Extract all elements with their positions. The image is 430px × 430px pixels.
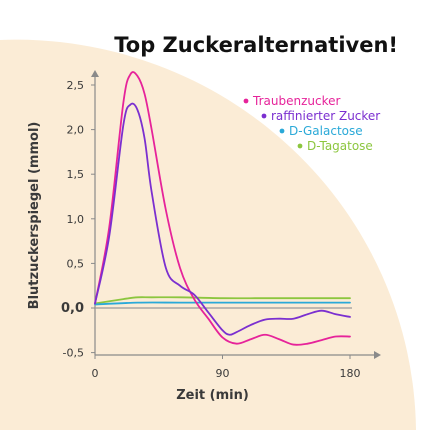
legend-label: D-Tagatose <box>307 139 373 153</box>
y-axis-arrow <box>91 70 99 77</box>
x-tick-label: 180 <box>340 367 361 380</box>
series-lines <box>94 71 351 346</box>
legend-label: D-Galactose <box>289 124 363 138</box>
series-line-d-galactose <box>94 301 351 306</box>
y-tick-label: 0,5 <box>67 257 85 270</box>
x-axis-label: Zeit (min) <box>176 388 249 403</box>
x-tick-label: 0 <box>92 367 99 380</box>
x-axis-arrow <box>374 351 381 359</box>
legend-label: Traubenzucker <box>252 94 340 108</box>
x-ticks: 0 90 180 <box>92 355 361 380</box>
legend-marker <box>297 143 303 149</box>
legend-marker <box>279 128 285 134</box>
x-tick-label: 90 <box>216 367 230 380</box>
background-quarter-circle <box>0 39 416 430</box>
y-tick-label: 1,0 <box>67 213 85 226</box>
chart-title: Top Zuckeralternativen! <box>114 33 398 57</box>
y-tick-label: 2,0 <box>67 124 85 137</box>
series-line-d-tagatose <box>94 296 351 305</box>
legend-label: raffinierter Zucker <box>271 109 380 123</box>
legend-marker <box>261 113 267 119</box>
series-line-raffinierter-zucker <box>94 102 351 336</box>
y-tick-label: 1,5 <box>67 168 85 181</box>
y-axis-label: Blutzuckerspiegel (mmol) <box>27 122 42 310</box>
y-tick-label: -0,5 <box>63 347 84 360</box>
y-tick-label: 0,0 <box>61 301 84 316</box>
y-ticks: -0,5 0,0 0,5 1,0 1,5 2,0 2,5 <box>61 79 95 360</box>
series-line-traubenzucker <box>94 71 351 346</box>
legend-marker <box>243 98 249 104</box>
y-tick-label: 2,5 <box>67 79 85 92</box>
